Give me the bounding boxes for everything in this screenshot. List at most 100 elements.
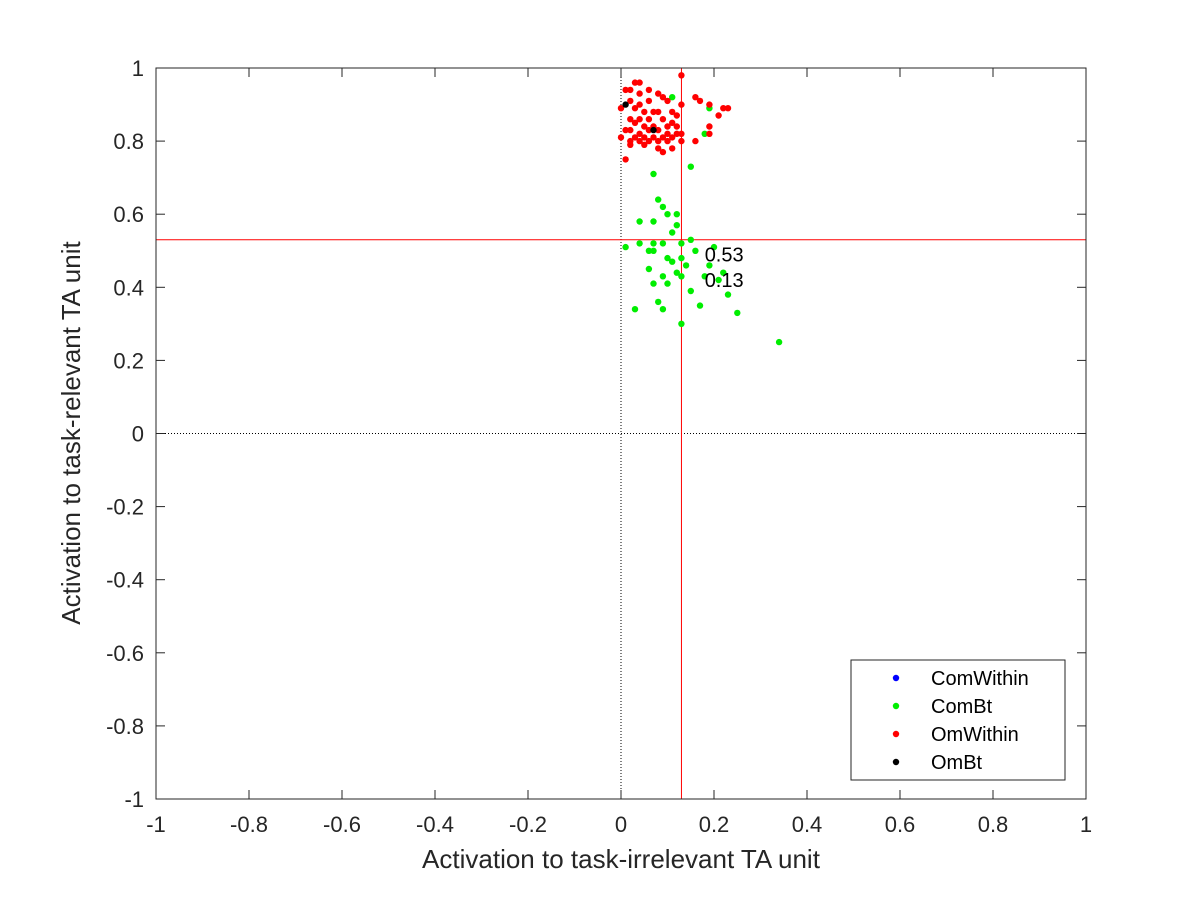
data-point — [645, 137, 653, 145]
data-point — [627, 97, 634, 105]
data-point — [622, 243, 629, 251]
data-point — [706, 101, 713, 108]
data-point — [622, 86, 629, 94]
data-point — [650, 247, 657, 254]
data-point — [622, 156, 629, 163]
data-point — [659, 273, 667, 280]
series-ombt — [622, 101, 657, 134]
data-point — [655, 196, 662, 203]
data-point — [645, 86, 653, 94]
data-point — [645, 265, 653, 273]
data-point — [669, 119, 676, 127]
data-point — [678, 137, 685, 145]
data-point — [641, 134, 648, 141]
data-point — [678, 72, 685, 79]
y-tick-label: 0.6 — [113, 202, 144, 227]
data-point — [659, 203, 667, 211]
data-point — [687, 287, 694, 295]
data-point — [645, 97, 653, 105]
data-point — [659, 240, 667, 247]
data-point — [659, 306, 667, 313]
data-point — [636, 79, 643, 86]
data-point — [636, 130, 643, 137]
annotations: 0.53 0.13 — [705, 244, 744, 292]
data-point — [645, 116, 653, 123]
x-tick-label: 0 — [615, 812, 627, 837]
data-point — [664, 130, 671, 137]
x-tick-label: 1 — [1080, 812, 1092, 837]
data-point — [696, 302, 704, 309]
data-point — [627, 126, 634, 134]
data-point — [692, 94, 699, 101]
data-point — [724, 105, 732, 112]
data-point — [669, 108, 676, 116]
data-point — [673, 211, 680, 218]
data-point — [627, 86, 634, 94]
y-tick-label: -0.8 — [106, 714, 144, 739]
data-point — [669, 134, 676, 141]
y-tick-label: 0.4 — [113, 275, 144, 300]
data-point — [655, 298, 662, 306]
legend-marker — [892, 674, 900, 682]
data-point — [650, 240, 657, 247]
reference-lines — [156, 68, 1086, 799]
data-point — [692, 137, 699, 145]
data-point — [631, 306, 639, 313]
data-point — [664, 97, 671, 105]
x-tick-label: -0.8 — [230, 812, 268, 837]
data-point — [673, 130, 680, 137]
data-point — [650, 134, 657, 141]
data-point — [636, 240, 643, 247]
data-point — [636, 218, 643, 225]
x-tick-label: -0.2 — [509, 812, 547, 837]
x-tick-label: -0.4 — [416, 812, 454, 837]
x-tick-label: -0.6 — [323, 812, 361, 837]
data-point — [692, 247, 699, 254]
data-point — [641, 108, 648, 116]
y-tick-label: -1 — [124, 787, 144, 812]
data-point — [706, 123, 713, 130]
legend-entry-label: OmWithin — [931, 724, 1019, 746]
data-point — [724, 291, 732, 298]
data-point — [701, 273, 708, 280]
data-point — [631, 134, 639, 141]
data-point — [687, 163, 694, 170]
legend-marker — [892, 730, 900, 738]
data-point — [673, 112, 680, 119]
data-point — [715, 276, 722, 284]
legend-marker — [892, 758, 900, 766]
data-point — [775, 338, 783, 346]
axis-ticks — [155, 67, 1087, 800]
legend-box — [850, 659, 1066, 781]
data-point — [664, 123, 671, 130]
data-point — [664, 280, 671, 287]
data-point — [687, 236, 694, 243]
data-point — [622, 101, 629, 108]
data-point — [706, 262, 713, 269]
data-point — [655, 137, 662, 145]
legend: ComWithin ComBt OmWithin OmBt — [850, 659, 1066, 781]
legend-entry-label: ComWithin — [931, 668, 1029, 690]
legend-entry-label: ComBt — [931, 696, 993, 718]
data-point — [682, 262, 690, 269]
x-tick-label: -1 — [146, 812, 166, 837]
x-tick-label: 0.8 — [978, 812, 1009, 837]
data-point — [696, 97, 704, 105]
data-point — [631, 119, 639, 127]
data-point — [664, 137, 671, 145]
x-axis-label: Activation to task-irrelevant TA unit — [422, 844, 821, 874]
data-point — [669, 258, 676, 265]
data-point — [734, 309, 741, 317]
data-point — [673, 123, 680, 130]
data-point — [631, 79, 639, 86]
data-point — [650, 170, 657, 178]
y-tick-label: 1 — [132, 56, 144, 81]
data-point — [617, 134, 625, 141]
data-point — [641, 141, 648, 148]
data-point — [655, 126, 662, 134]
series-combt — [622, 94, 783, 346]
data-point — [720, 269, 727, 276]
data-point — [650, 280, 657, 287]
annotation-label: 0.13 — [705, 270, 744, 292]
